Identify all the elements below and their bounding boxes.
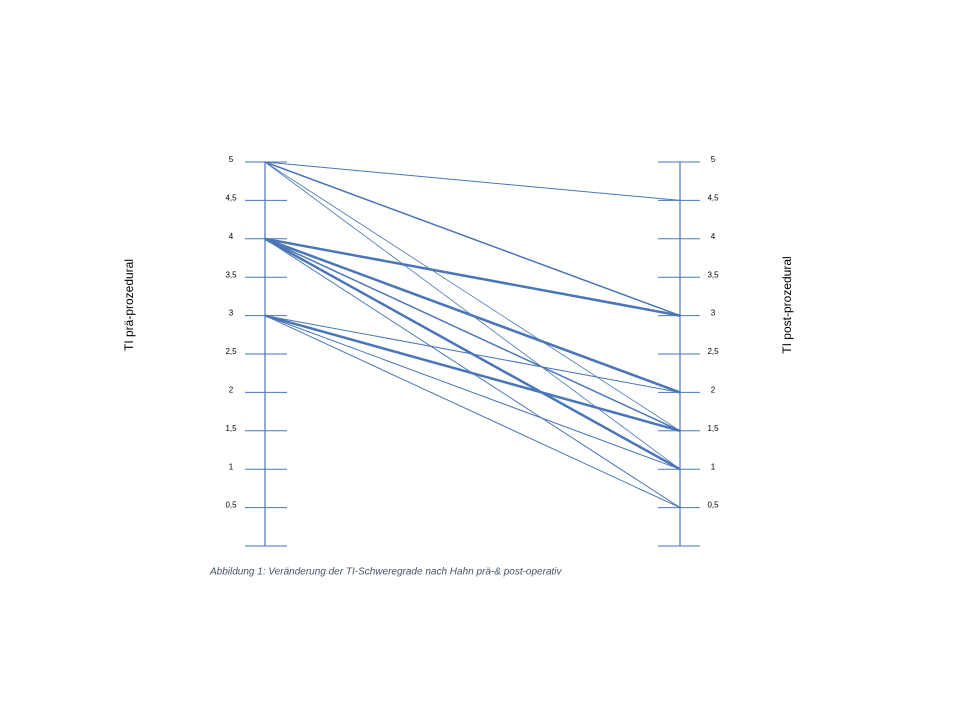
slope-line: [264, 238, 681, 432]
slope-line: [264, 315, 681, 509]
caption: Abbildung 1: Veränderung der TI-Schwereg…: [209, 567, 563, 578]
right-tick-label: 4,5: [707, 194, 719, 203]
slope-line: [264, 314, 681, 433]
slope-line: [264, 237, 681, 317]
left-tick-label: 1,5: [225, 424, 237, 433]
slope-line: [264, 315, 681, 393]
left-tick-label: 3,5: [225, 270, 237, 279]
slope-line: [264, 161, 681, 432]
left-tick-label: 2,5: [225, 347, 237, 356]
left-tick-label: 4,5: [225, 194, 237, 203]
slope-line: [264, 237, 681, 394]
slope-line: [264, 161, 681, 317]
right-tick-label: 1,5: [707, 424, 719, 433]
right-tick-label: 3: [711, 309, 716, 318]
left-tick-label: 2: [229, 386, 234, 395]
left-tick-label: 3: [229, 309, 234, 318]
left-tick-label: 4: [229, 232, 234, 241]
right-tick-label: 2,5: [707, 347, 719, 356]
right-tick-label: 1: [711, 462, 716, 471]
right-tick-label: 4: [711, 232, 716, 241]
slope-line: [264, 315, 681, 470]
left-axis-title: TI prä-prozedural: [122, 259, 136, 351]
right-tick-label: 5: [711, 155, 716, 164]
slope-line: [264, 161, 681, 201]
right-tick-label: 3,5: [707, 270, 719, 279]
left-tick-label: 0,5: [225, 501, 237, 510]
right-tick-label: 0,5: [707, 501, 719, 510]
right-axis-title: TI post-prozedural: [780, 256, 794, 353]
left-tick-label: 1: [229, 462, 234, 471]
left-tick-label: 5: [229, 155, 234, 164]
right-tick-label: 2: [711, 386, 716, 395]
